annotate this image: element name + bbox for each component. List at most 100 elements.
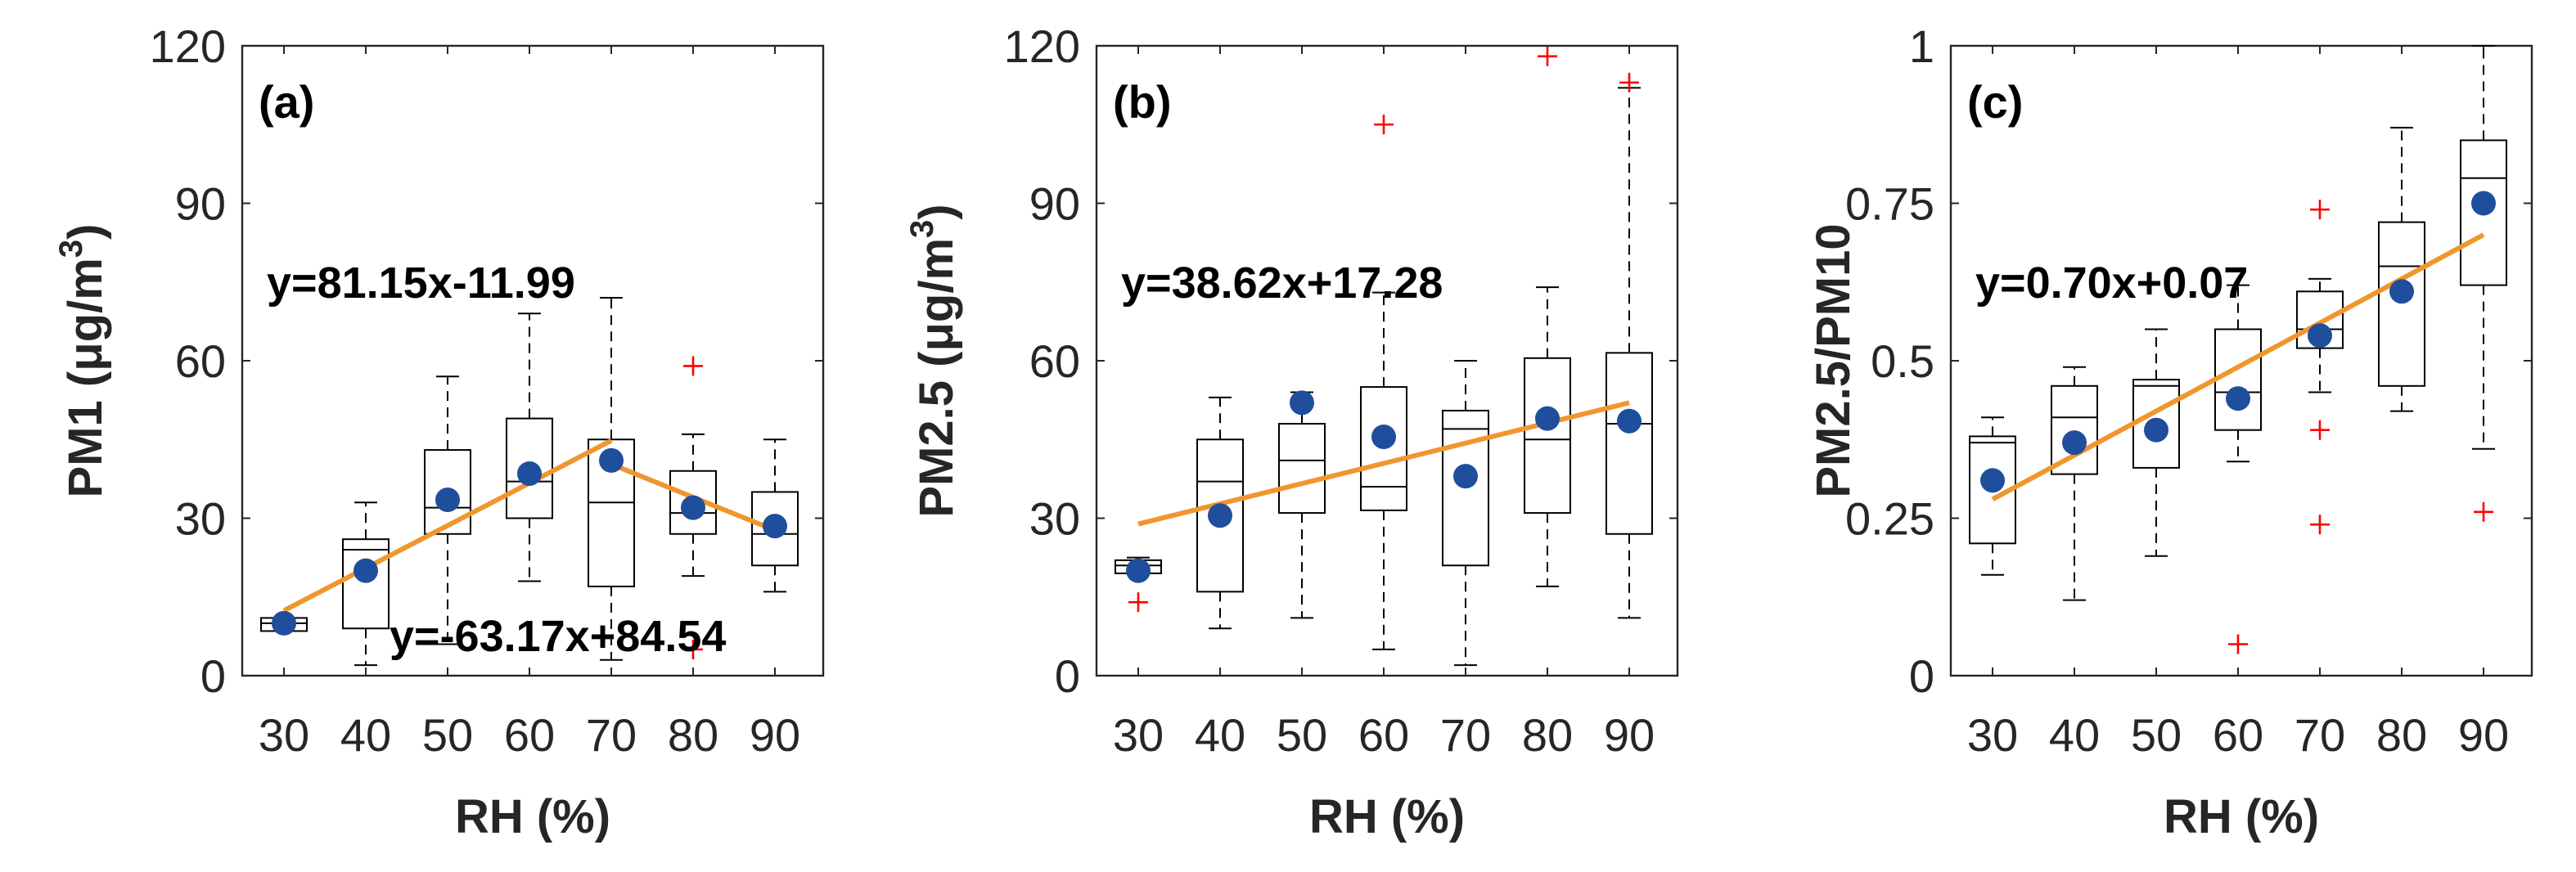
mean-point: [599, 447, 624, 473]
box-iqr: [1196, 438, 1244, 593]
x-tick-label: 40: [2049, 709, 2100, 761]
outlier-marker: [2310, 515, 2330, 535]
mean-point: [1290, 390, 1314, 416]
x-tick-label: 80: [1522, 709, 1573, 761]
outlier-marker: [2310, 420, 2330, 440]
box-plot: [2378, 127, 2425, 412]
mean-point: [435, 488, 460, 513]
fit-line: [282, 438, 613, 614]
y-tick-label: 0: [1055, 650, 1080, 702]
outlier-marker: [1619, 72, 1639, 92]
outlier-marker: [2228, 634, 2248, 654]
box-iqr: [1278, 423, 1326, 515]
mean-point: [2144, 417, 2168, 443]
mean-point: [517, 461, 542, 486]
box-plot: [342, 501, 390, 667]
box-iqr: [506, 417, 553, 519]
outlier-marker: [683, 639, 703, 659]
x-tick-label: 40: [340, 709, 391, 761]
mean-point: [1535, 406, 1560, 431]
x-tick-label: 50: [422, 709, 473, 761]
mean-point: [2471, 191, 2496, 216]
box-plot: [1196, 396, 1244, 630]
panel-1: 0 30 60 90 120 30 40 50 60 70 80 90 RH (%) PM2.5 (μg/…: [904, 20, 1679, 843]
panel-0: 0 30 60 90 120 30 40 50 60 70 80 90 RH (%) PM1 (μg/m3…: [53, 20, 825, 843]
y-axis-label-close: ): [59, 224, 112, 240]
outlier-marker: [2310, 200, 2330, 220]
y-tick-label: 90: [1029, 178, 1080, 230]
y-axis-label-close: ): [910, 204, 963, 219]
box-plot: [751, 438, 799, 593]
fit-equation: y=-63.17x+84.54: [390, 612, 726, 661]
box-plot: [1524, 286, 1571, 587]
plot-frame: [1949, 44, 2533, 677]
x-tick-label: 80: [668, 709, 718, 761]
outlier-marker: [1538, 46, 1557, 66]
box-iqr: [2051, 384, 2098, 475]
x-tick-label: 60: [2213, 709, 2263, 761]
box-iqr: [2378, 221, 2425, 387]
x-axis-label: RH (%): [1309, 790, 1465, 843]
box-iqr: [1442, 409, 1489, 567]
y-tick-label: 0: [200, 650, 226, 702]
box-iqr: [588, 438, 635, 587]
mean-point: [1208, 503, 1232, 528]
box-iqr: [2214, 328, 2262, 431]
y-tick-label: 60: [1029, 335, 1080, 387]
panel-2: 0 0.25 0.5 0.75 1 30 40 50 60 70 80 90 RH (%) PM2.5/P…: [1807, 20, 2533, 843]
mean-point: [2062, 430, 2087, 456]
box-iqr: [669, 470, 717, 535]
mean-point: [1126, 558, 1151, 583]
box-plot: [506, 312, 553, 582]
mean-point: [681, 495, 705, 520]
box-iqr: [1360, 386, 1407, 511]
box-plot: [2132, 328, 2180, 557]
x-axis-label: RH (%): [2164, 790, 2319, 843]
y-tick-label: 120: [150, 20, 226, 72]
outlier-marker: [1128, 592, 1148, 613]
box-iqr: [1524, 357, 1571, 515]
y-axis-label-superscript: 3: [53, 240, 89, 258]
x-axis-label: RH (%): [455, 790, 610, 843]
box-plot: [2460, 45, 2507, 450]
box-plot: [2051, 366, 2098, 601]
x-tick-label: 40: [1195, 709, 1245, 761]
y-tick-label: 120: [1004, 20, 1080, 72]
x-tick-label: 70: [586, 709, 637, 761]
outlier-marker: [1374, 115, 1394, 135]
box-plot: [1442, 360, 1489, 667]
fit-equation: y=81.15x-11.99: [267, 258, 575, 308]
y-tick-label: 30: [175, 493, 226, 545]
y-axis-label-text: PM2.5/PM10: [1807, 223, 1860, 497]
y-tick-label: 0.5: [1871, 335, 1934, 387]
box-iqr: [751, 491, 799, 567]
y-tick-label: 0: [1909, 650, 1934, 702]
y-axis-label: PM1 (μg/m3): [53, 224, 112, 498]
y-axis-label-text: PM2.5 (μg/m: [910, 238, 963, 518]
y-tick-label: 0.75: [1845, 178, 1934, 230]
x-tick-label: 60: [1358, 709, 1409, 761]
box-iqr: [1605, 352, 1653, 535]
x-tick-label: 90: [2458, 709, 2509, 761]
y-tick-label: 0.25: [1845, 493, 1934, 545]
mean-point: [2308, 323, 2332, 348]
x-tick-label: 60: [504, 709, 555, 761]
x-tick-label: 30: [1113, 709, 1164, 761]
fit-equation: y=38.62x+17.28: [1121, 258, 1443, 308]
x-tick-label: 50: [1277, 709, 1327, 761]
mean-point: [1371, 425, 1396, 450]
mean-point: [763, 514, 787, 539]
outlier-marker: [2474, 501, 2493, 522]
box-plot: [1360, 291, 1407, 650]
x-tick-label: 30: [1967, 709, 2018, 761]
y-axis-label-text: PM1 (μg/m: [59, 258, 112, 497]
box-plot: [1605, 87, 1653, 619]
x-tick-label: 70: [1440, 709, 1491, 761]
mean-point: [2226, 386, 2250, 411]
y-tick-label: 90: [175, 178, 226, 230]
y-axis-label: PM2.5/PM10: [1807, 223, 1860, 497]
y-tick-label: 60: [175, 335, 226, 387]
y-axis-label: PM2.5 (μg/m3): [904, 204, 963, 517]
box-iqr: [342, 538, 390, 630]
